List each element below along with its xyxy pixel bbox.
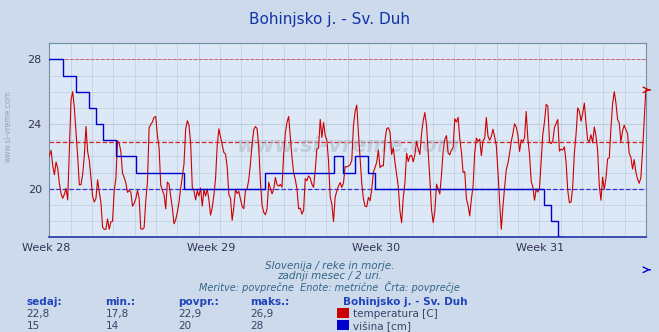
Text: 14: 14 — [105, 321, 119, 331]
Text: min.:: min.: — [105, 297, 136, 307]
Text: Week 31: Week 31 — [516, 243, 565, 253]
Text: Meritve: povprečne  Enote: metrične  Črta: povprečje: Meritve: povprečne Enote: metrične Črta:… — [199, 281, 460, 292]
Text: www.si-vreme.com: www.si-vreme.com — [3, 90, 13, 162]
Text: višina [cm]: višina [cm] — [353, 321, 411, 332]
Text: Bohinjsko j. - Sv. Duh: Bohinjsko j. - Sv. Duh — [343, 297, 467, 307]
Text: zadnji mesec / 2 uri.: zadnji mesec / 2 uri. — [277, 271, 382, 281]
Text: Week 28: Week 28 — [22, 243, 71, 253]
Text: maks.:: maks.: — [250, 297, 290, 307]
Text: 28: 28 — [250, 321, 264, 331]
Text: sedaj:: sedaj: — [26, 297, 62, 307]
Text: Slovenija / reke in morje.: Slovenija / reke in morje. — [265, 261, 394, 271]
Text: 15: 15 — [26, 321, 40, 331]
Text: 26,9: 26,9 — [250, 309, 273, 319]
Text: povpr.:: povpr.: — [178, 297, 219, 307]
Text: Week 29: Week 29 — [186, 243, 235, 253]
Text: 17,8: 17,8 — [105, 309, 129, 319]
Text: Bohinjsko j. - Sv. Duh: Bohinjsko j. - Sv. Duh — [249, 12, 410, 27]
Text: Week 30: Week 30 — [351, 243, 400, 253]
Text: 20: 20 — [178, 321, 191, 331]
Text: 22,8: 22,8 — [26, 309, 49, 319]
Text: 22,9: 22,9 — [178, 309, 201, 319]
Text: www.si-vreme.com: www.si-vreme.com — [237, 136, 459, 156]
Text: temperatura [C]: temperatura [C] — [353, 309, 438, 319]
